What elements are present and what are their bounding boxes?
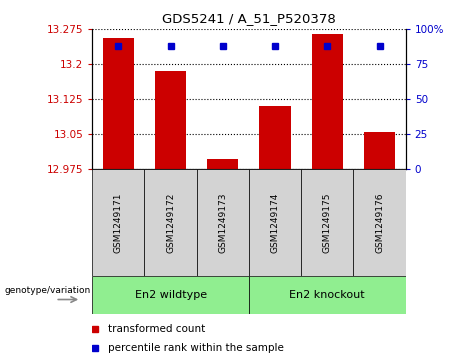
Bar <box>364 131 395 169</box>
Text: En2 wildtype: En2 wildtype <box>135 290 207 300</box>
Bar <box>155 71 186 169</box>
Text: GSM1249171: GSM1249171 <box>114 192 123 253</box>
Bar <box>249 169 301 276</box>
Bar <box>103 38 134 169</box>
Bar <box>260 106 291 169</box>
Text: GSM1249172: GSM1249172 <box>166 192 175 253</box>
Text: transformed count: transformed count <box>108 324 205 334</box>
Text: GSM1249175: GSM1249175 <box>323 192 332 253</box>
Text: GSM1249173: GSM1249173 <box>219 192 227 253</box>
Text: GSM1249176: GSM1249176 <box>375 192 384 253</box>
Bar <box>312 34 343 169</box>
Bar <box>301 169 354 276</box>
Bar <box>354 169 406 276</box>
Text: percentile rank within the sample: percentile rank within the sample <box>108 343 284 354</box>
Title: GDS5241 / A_51_P520378: GDS5241 / A_51_P520378 <box>162 12 336 25</box>
Bar <box>197 169 249 276</box>
Bar <box>92 276 249 314</box>
Bar <box>92 169 144 276</box>
Bar <box>144 169 197 276</box>
Text: GSM1249174: GSM1249174 <box>271 192 279 253</box>
Bar <box>249 276 406 314</box>
Text: En2 knockout: En2 knockout <box>290 290 365 300</box>
Text: genotype/variation: genotype/variation <box>5 286 91 295</box>
Bar <box>207 159 238 169</box>
